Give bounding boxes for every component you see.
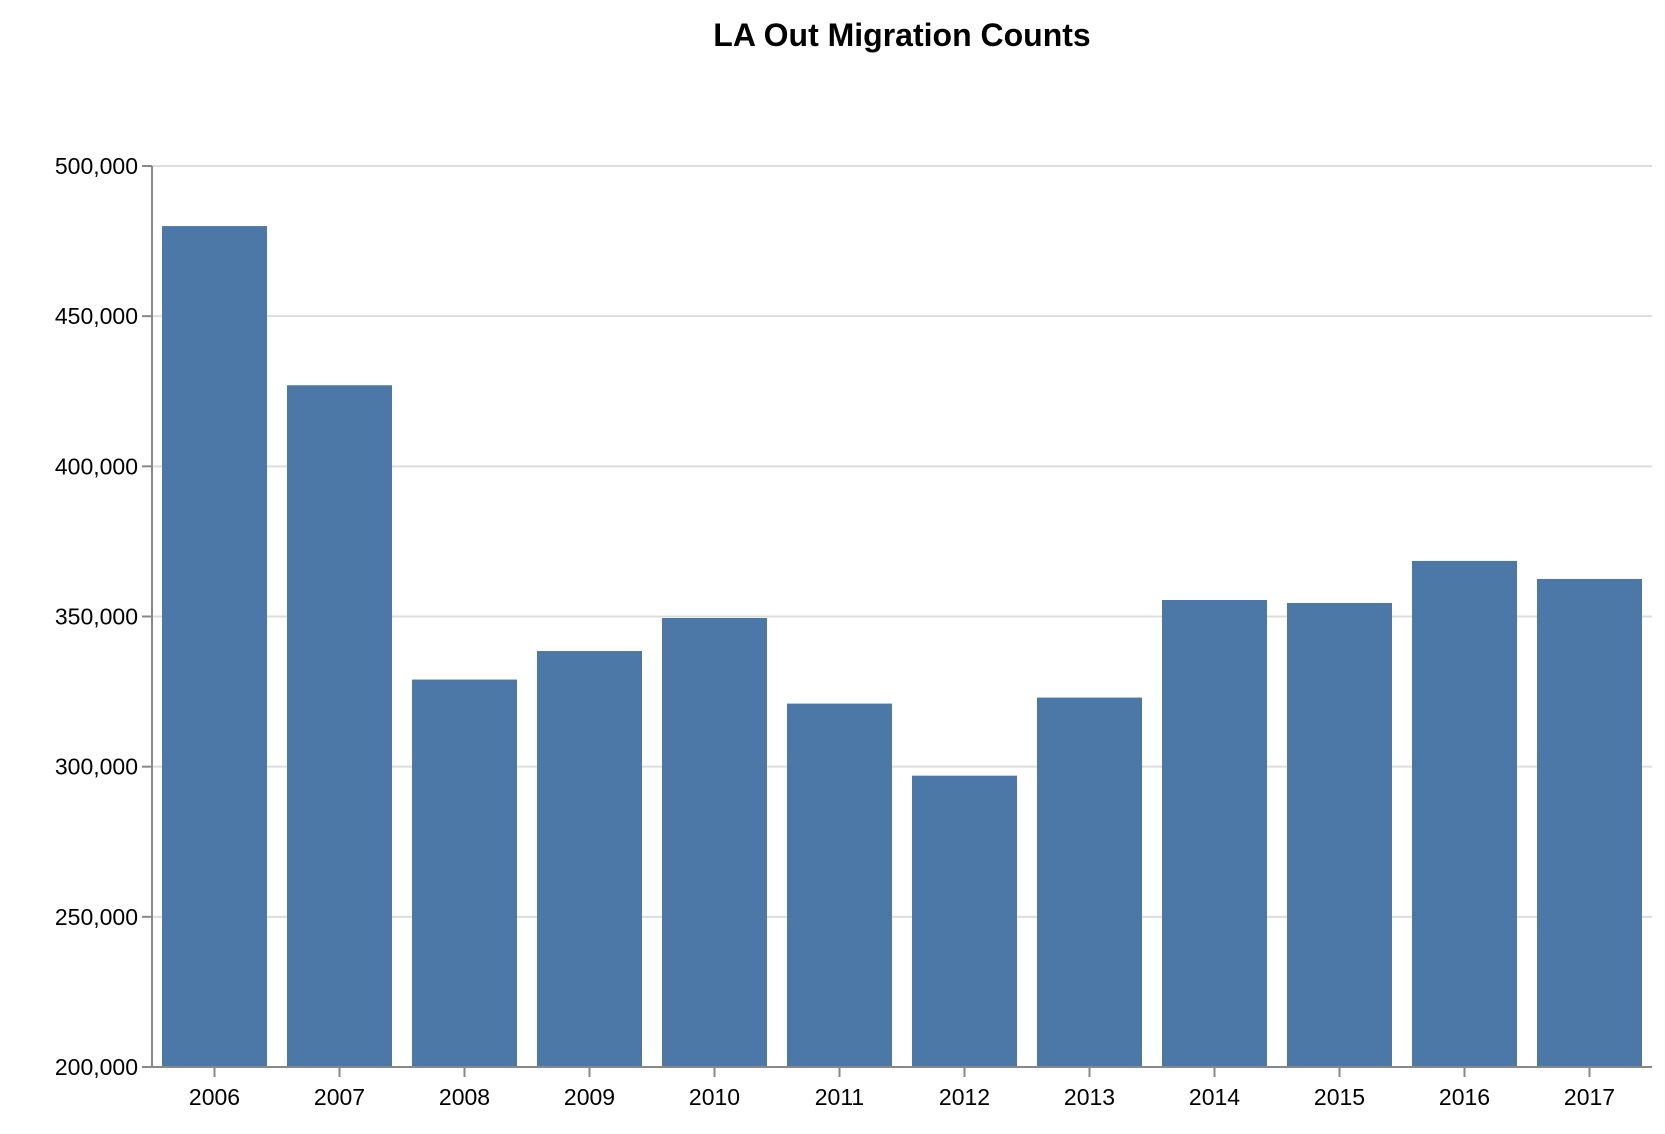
x-tick-label: 2017 xyxy=(1564,1084,1615,1110)
bar-2011 xyxy=(787,703,892,1067)
axes: 200,000 250,000 300,000 350,000 400,000 450,0… xyxy=(55,153,1652,1110)
bar-2007 xyxy=(287,385,392,1067)
chart-title: LA Out Migration Counts xyxy=(713,17,1090,53)
y-tick-label: 500,000 xyxy=(55,153,138,179)
grid-lines xyxy=(152,165,1652,918)
x-tick-label: 2013 xyxy=(1064,1084,1115,1110)
y-tick-label: 450,000 xyxy=(55,303,138,329)
x-tick-label: 2010 xyxy=(689,1084,740,1110)
x-tick-label: 2015 xyxy=(1314,1084,1365,1110)
x-tick-label: 2007 xyxy=(314,1084,365,1110)
y-tick-label: 350,000 xyxy=(55,604,138,630)
bar-2015 xyxy=(1287,602,1392,1067)
y-tick-label: 300,000 xyxy=(55,754,138,780)
bars xyxy=(162,226,1642,1068)
y-tick-label: 250,000 xyxy=(55,904,138,930)
x-tick-label: 2009 xyxy=(564,1084,615,1110)
bar-2006 xyxy=(162,226,267,1068)
bar-2009 xyxy=(537,651,642,1067)
y-tick-label: 400,000 xyxy=(55,453,138,479)
y-tick-label: 200,000 xyxy=(55,1054,138,1080)
x-tick-label: 2011 xyxy=(815,1084,864,1110)
x-tick-label: 2008 xyxy=(439,1084,490,1110)
x-tick-label: 2016 xyxy=(1439,1084,1490,1110)
bar-2013 xyxy=(1037,697,1142,1067)
bar-2010 xyxy=(662,618,767,1067)
bar-2014 xyxy=(1162,599,1267,1067)
x-tick-label: 2006 xyxy=(189,1084,240,1110)
bar-2016 xyxy=(1412,560,1517,1067)
bar-2008 xyxy=(412,679,517,1067)
bar-2017 xyxy=(1537,578,1642,1067)
x-tick-label: 2012 xyxy=(939,1084,990,1110)
bar-2012 xyxy=(912,775,1017,1067)
x-tick-label: 2014 xyxy=(1189,1084,1240,1110)
